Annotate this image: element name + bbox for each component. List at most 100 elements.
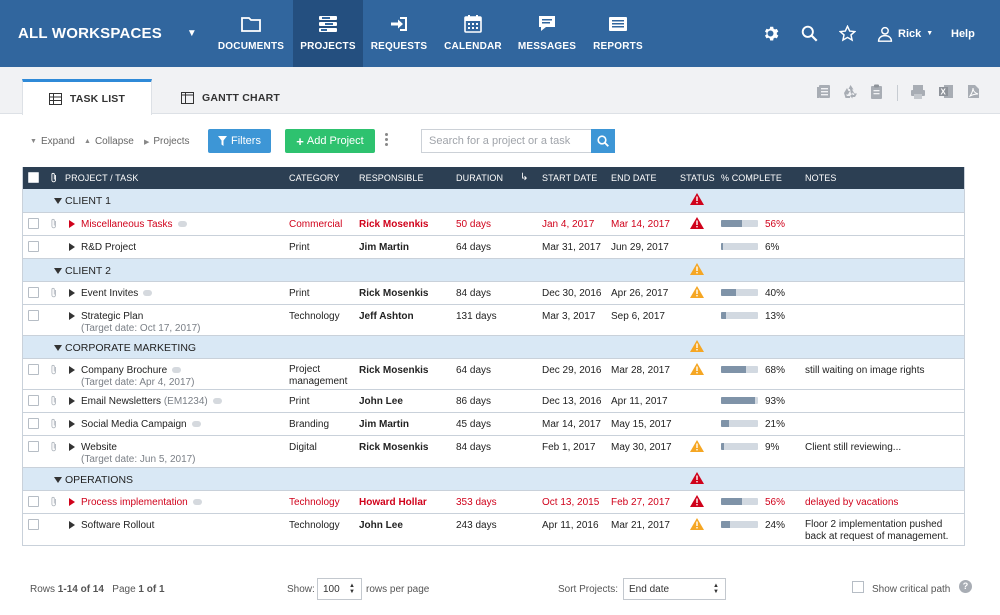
paperclip-icon[interactable]: [50, 218, 58, 229]
row-checkbox[interactable]: [28, 441, 39, 452]
critical-path-checkbox[interactable]: [852, 581, 864, 593]
tab-gantt-chart[interactable]: GANTT CHART: [168, 80, 293, 115]
settings-button[interactable]: [762, 0, 779, 67]
paperclip-icon[interactable]: [50, 287, 58, 298]
favorites-button[interactable]: [839, 0, 856, 67]
group-row-operations[interactable]: OPERATIONS: [23, 467, 964, 490]
task-name[interactable]: Social Media Campaign: [81, 419, 201, 430]
print-button[interactable]: [910, 84, 926, 102]
expand-triangle-icon[interactable]: [69, 397, 75, 405]
nav-reports[interactable]: REPORTS: [588, 0, 648, 67]
clipboard-button[interactable]: [870, 84, 883, 102]
projects-button[interactable]: ▶ Projects: [144, 136, 190, 147]
table-row[interactable]: Event Invites Print Rick Mosenkis 84 day…: [23, 281, 964, 304]
group-row-client-1[interactable]: CLIENT 1: [23, 189, 964, 212]
col-start-date[interactable]: START DATE: [542, 173, 598, 183]
table-row[interactable]: Company Brochure (Target date: Apr 4, 201…: [23, 358, 964, 389]
paperclip-icon[interactable]: [50, 496, 58, 507]
filters-button[interactable]: Filters: [208, 129, 271, 153]
rows-per-page-select[interactable]: 100 ▲ ▼: [317, 578, 362, 600]
task-name[interactable]: Event Invites: [81, 288, 153, 299]
expand-triangle-icon[interactable]: [69, 498, 75, 506]
recycle-button[interactable]: [843, 84, 858, 102]
table-row[interactable]: Miscellaneous Tasks Commercial Rick Mose…: [23, 212, 964, 235]
task-name[interactable]: Software Rollout: [81, 520, 155, 531]
archive-button[interactable]: [816, 84, 831, 102]
export-pdf-button[interactable]: [966, 84, 980, 102]
task-name[interactable]: Website (Target date: Jun 5, 2017): [81, 442, 196, 465]
task-name[interactable]: Strategic Plan (Target date: Oct 17, 2017…: [81, 311, 201, 334]
expand-button[interactable]: ▼ Expand: [30, 136, 75, 147]
row-checkbox[interactable]: [28, 395, 39, 406]
expand-triangle-icon[interactable]: [69, 312, 75, 320]
export-excel-button[interactable]: X: [938, 84, 954, 102]
task-name[interactable]: Company Brochure (Target date: Apr 4, 201…: [81, 365, 195, 388]
col-complete[interactable]: % COMPLETE: [721, 173, 783, 183]
paperclip-icon[interactable]: [50, 418, 58, 429]
table-row[interactable]: Social Media Campaign Branding Jim Marti…: [23, 412, 964, 435]
expand-triangle-icon[interactable]: [69, 443, 75, 451]
collapse-triangle-icon[interactable]: [54, 198, 62, 204]
task-name[interactable]: Email Newsletters (EM1234): [81, 396, 222, 407]
comment-icon[interactable]: [177, 221, 187, 228]
comment-icon[interactable]: [192, 499, 202, 506]
table-row[interactable]: Website (Target date: Jun 5, 2017) Digita…: [23, 435, 964, 467]
expand-triangle-icon[interactable]: [69, 366, 75, 374]
table-row[interactable]: Strategic Plan (Target date: Oct 17, 2017…: [23, 304, 964, 335]
col-end-date[interactable]: END DATE: [611, 173, 657, 183]
table-row[interactable]: Process implementation Technology Howard…: [23, 490, 964, 513]
col-status[interactable]: STATUS: [680, 173, 715, 183]
sort-projects-select[interactable]: End date ▲ ▼: [623, 578, 726, 600]
nav-documents[interactable]: DOCUMENTS: [214, 0, 288, 67]
col-project[interactable]: PROJECT / TASK: [65, 173, 139, 183]
row-checkbox[interactable]: [28, 496, 39, 507]
add-project-button[interactable]: + Add Project: [285, 129, 375, 153]
col-category[interactable]: CATEGORY: [289, 173, 340, 183]
search-input[interactable]: [421, 129, 591, 153]
row-checkbox[interactable]: [28, 218, 39, 229]
comment-icon[interactable]: [191, 421, 201, 428]
row-checkbox[interactable]: [28, 364, 39, 375]
task-name[interactable]: Process implementation: [81, 497, 202, 508]
table-row[interactable]: Software Rollout Technology John Lee 243…: [23, 513, 964, 545]
paperclip-icon[interactable]: [50, 395, 58, 406]
task-name[interactable]: R&D Project: [81, 242, 137, 253]
select-all-checkbox[interactable]: [28, 172, 39, 183]
user-menu[interactable]: Rick ▼: [877, 0, 933, 67]
collapse-triangle-icon[interactable]: [54, 477, 62, 483]
search-button[interactable]: [591, 129, 615, 153]
nav-messages[interactable]: MESSAGES: [513, 0, 581, 67]
nav-projects[interactable]: PROJECTS: [293, 0, 363, 67]
col-duration[interactable]: DURATION: [456, 173, 504, 183]
more-options-icon[interactable]: [385, 133, 389, 149]
comment-icon[interactable]: [143, 290, 153, 297]
comment-icon[interactable]: [212, 398, 222, 405]
group-row-client-2[interactable]: CLIENT 2: [23, 258, 964, 281]
col-notes[interactable]: NOTES: [805, 173, 837, 183]
paperclip-icon[interactable]: [50, 364, 58, 375]
collapse-triangle-icon[interactable]: [54, 345, 62, 351]
search-nav-button[interactable]: [801, 0, 818, 67]
row-checkbox[interactable]: [28, 241, 39, 252]
help-icon[interactable]: ?: [959, 580, 972, 593]
expand-triangle-icon[interactable]: [69, 243, 75, 251]
table-row[interactable]: R&D Project Print Jim Martin 64 days Mar…: [23, 235, 964, 258]
comment-icon[interactable]: [172, 367, 182, 374]
nav-calendar[interactable]: CALENDAR: [440, 0, 506, 67]
collapse-button[interactable]: ▲ Collapse: [84, 136, 134, 147]
collapse-triangle-icon[interactable]: [54, 268, 62, 274]
table-row[interactable]: Email Newsletters (EM1234) Print John Le…: [23, 389, 964, 412]
workspace-selector[interactable]: ALL WORKSPACES ▼: [18, 0, 203, 67]
expand-triangle-icon[interactable]: [69, 420, 75, 428]
nav-requests[interactable]: REQUESTS: [366, 0, 432, 67]
row-checkbox[interactable]: [28, 310, 39, 321]
row-checkbox[interactable]: [28, 418, 39, 429]
expand-triangle-icon[interactable]: [69, 521, 75, 529]
tab-task-list[interactable]: TASK LIST: [22, 79, 152, 115]
expand-triangle-icon[interactable]: [69, 220, 75, 228]
help-link[interactable]: Help: [951, 0, 975, 67]
col-responsible[interactable]: RESPONSIBLE: [359, 173, 424, 183]
task-name[interactable]: Miscellaneous Tasks: [81, 219, 187, 230]
row-checkbox[interactable]: [28, 519, 39, 530]
group-row-corporate-marketing[interactable]: CORPORATE MARKETING: [23, 335, 964, 358]
